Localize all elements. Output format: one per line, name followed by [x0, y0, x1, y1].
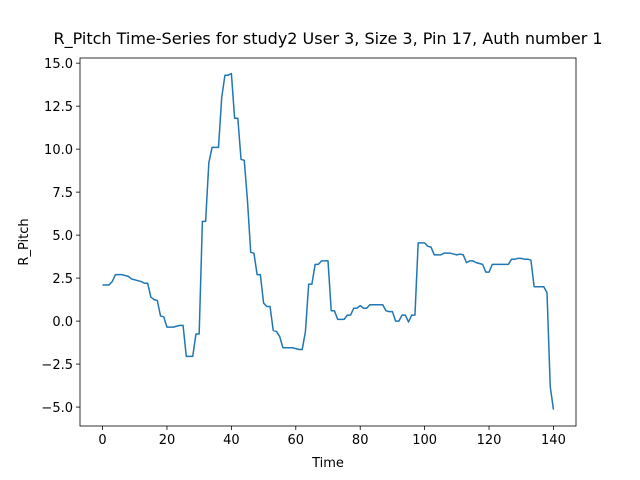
x-tick-label: 60: [288, 433, 305, 448]
x-tick-label: 140: [541, 433, 566, 448]
x-tick-label: 100: [412, 433, 437, 448]
data-line: [102, 72, 555, 410]
x-axis-label: Time: [311, 456, 344, 471]
y-tick-label: 10.0: [44, 143, 73, 158]
y-tick-label: 7.5: [52, 186, 73, 201]
y-tick-label: 15.0: [44, 57, 73, 72]
y-tick-label: −5.0: [41, 401, 73, 416]
y-tick-label: 2.5: [52, 272, 73, 287]
x-tick-label: 80: [352, 433, 369, 448]
y-tick-label: 0.0: [52, 315, 73, 330]
y-axis-label: R_Pitch: [17, 218, 32, 265]
y-tick-label: −2.5: [41, 358, 73, 373]
y-tick-label: 5.0: [52, 229, 73, 244]
x-tick-label: 20: [159, 433, 176, 448]
y-tick-label: 12.5: [44, 100, 73, 115]
x-tick-label: 40: [223, 433, 240, 448]
x-tick-label: 0: [98, 433, 106, 448]
x-tick-label: 120: [477, 433, 502, 448]
chart-title: R_Pitch Time-Series for study2 User 3, S…: [53, 29, 602, 49]
axes-frame: [79, 57, 577, 427]
